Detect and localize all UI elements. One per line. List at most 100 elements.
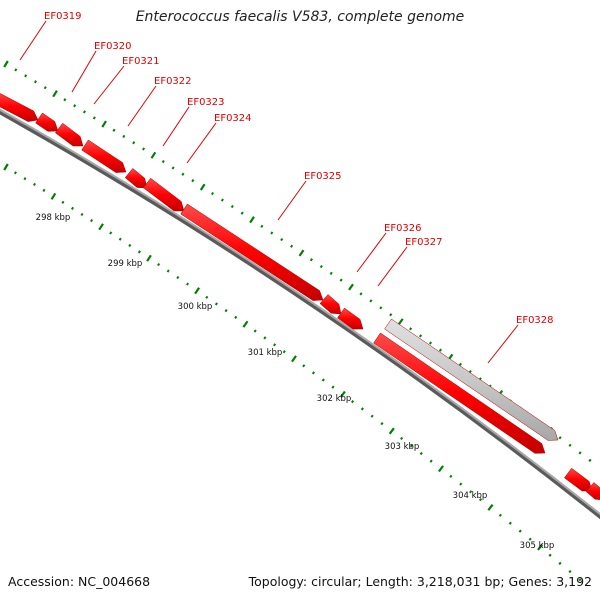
minor-tick xyxy=(166,269,170,273)
minor-tick xyxy=(558,561,562,566)
backbone-shadow xyxy=(0,108,600,520)
major-tick xyxy=(438,465,444,473)
minor-tick xyxy=(321,378,325,382)
major-tick xyxy=(50,192,57,200)
major-tick xyxy=(98,223,104,231)
backbone-line xyxy=(0,108,600,516)
major-tick xyxy=(146,254,152,262)
major-tick xyxy=(298,249,305,257)
gene-label: EF0325 xyxy=(304,171,342,182)
cds-arrow xyxy=(585,482,600,500)
gene-leader-line xyxy=(162,106,190,147)
minor-tick xyxy=(380,422,384,426)
minor-tick xyxy=(63,98,67,102)
minor-tick xyxy=(42,188,46,193)
minor-tick xyxy=(290,244,294,248)
minor-tick xyxy=(458,362,462,366)
major-tick xyxy=(194,287,201,295)
minor-tick xyxy=(191,179,195,183)
minor-tick xyxy=(339,278,343,282)
minor-tick xyxy=(428,341,433,345)
minor-tick xyxy=(418,334,423,338)
minor-tick xyxy=(282,350,286,354)
minor-tick xyxy=(578,578,582,582)
minor-tick xyxy=(311,371,316,375)
minor-tick xyxy=(409,444,413,448)
minor-tick xyxy=(568,569,572,574)
minor-tick xyxy=(302,364,306,368)
minor-tick xyxy=(240,211,244,215)
gene-label: EF0321 xyxy=(122,56,160,67)
minor-tick xyxy=(32,182,36,187)
minor-tick xyxy=(419,451,423,456)
minor-tick xyxy=(319,264,323,269)
cds-arrow xyxy=(81,139,127,173)
minor-tick xyxy=(459,482,463,486)
major-tick xyxy=(348,283,354,291)
minor-tick xyxy=(142,147,146,151)
cds-arrow xyxy=(564,467,593,492)
minor-tick xyxy=(176,275,180,280)
tick-label: 303 kbp xyxy=(385,442,420,452)
gene-leader-line xyxy=(19,20,47,61)
major-tick xyxy=(3,60,9,68)
major-tick xyxy=(339,390,346,398)
tick-label: 304 kbp xyxy=(453,491,488,501)
minor-tick xyxy=(14,68,18,72)
minor-tick xyxy=(360,407,364,411)
cds-arrow xyxy=(180,203,324,301)
minor-tick xyxy=(137,250,141,254)
gene-label: EF0324 xyxy=(214,113,252,124)
major-tick xyxy=(397,318,404,326)
minor-tick xyxy=(548,553,552,557)
major-tick xyxy=(150,151,157,159)
major-tick xyxy=(3,163,9,171)
tick-label: 298 kbp xyxy=(36,213,71,223)
major-tick xyxy=(249,216,255,224)
gene-label: EF0322 xyxy=(154,76,192,87)
minor-tick xyxy=(409,327,413,331)
accession-text: Accession: NC_004668 xyxy=(8,574,151,589)
minor-tick xyxy=(498,513,502,517)
minor-tick xyxy=(128,243,132,248)
minor-tick xyxy=(70,206,75,210)
minor-tick xyxy=(33,80,37,84)
minor-tick xyxy=(161,159,165,164)
tick-label: 299 kbp xyxy=(108,259,143,269)
minor-tick xyxy=(112,128,116,132)
cds-arrow xyxy=(337,307,364,330)
minor-tick xyxy=(438,348,443,352)
minor-tick xyxy=(220,198,224,202)
minor-tick xyxy=(359,292,363,296)
minor-tick xyxy=(23,177,27,181)
minor-tick xyxy=(61,200,65,204)
major-tick xyxy=(291,355,297,363)
minor-tick xyxy=(118,237,122,241)
minor-tick xyxy=(369,299,373,303)
minor-tick xyxy=(230,204,234,209)
minor-tick xyxy=(309,258,313,262)
outer-tick-track xyxy=(3,60,592,463)
gene-leader-line xyxy=(71,50,97,93)
minor-tick xyxy=(558,436,562,440)
minor-tick xyxy=(528,537,532,541)
minor-tick xyxy=(331,385,335,389)
minor-tick xyxy=(508,521,512,525)
minor-tick xyxy=(82,110,87,114)
minor-tick xyxy=(185,282,190,286)
minor-tick xyxy=(253,329,257,333)
gene-leader-line xyxy=(127,85,157,127)
gene-leader-line xyxy=(377,246,408,287)
tick-label: 300 kbp xyxy=(178,302,213,312)
minor-tick xyxy=(24,74,28,78)
minor-tick xyxy=(272,343,277,347)
minor-tick xyxy=(157,263,161,267)
minor-tick xyxy=(181,172,185,176)
cds-arrow xyxy=(35,112,59,132)
minor-tick xyxy=(350,400,355,404)
minor-tick xyxy=(90,218,94,223)
gene-label: EF0319 xyxy=(44,11,82,22)
gene-label: EF0323 xyxy=(187,97,225,108)
major-tick xyxy=(537,543,544,551)
